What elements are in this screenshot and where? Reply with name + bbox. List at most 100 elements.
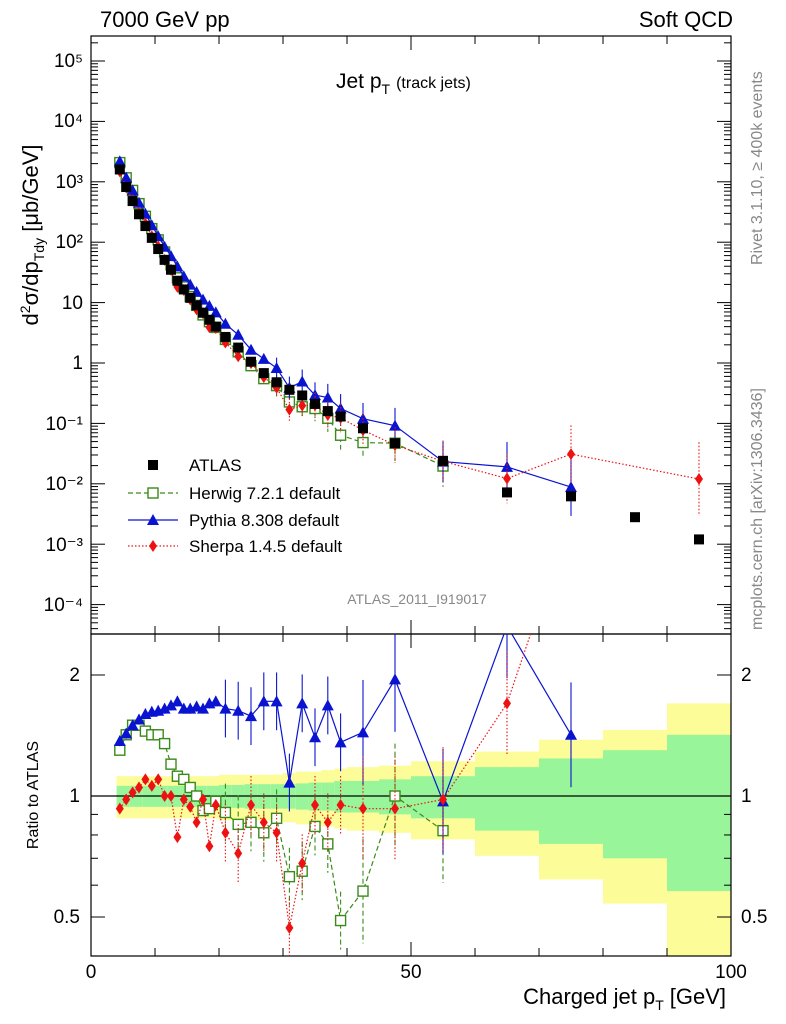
sherpa-ratio-point <box>503 697 511 710</box>
pythia-main-point <box>389 419 401 431</box>
ratio-tick-1-left: 1 <box>69 786 80 807</box>
sherpa-ratio-point <box>298 857 307 870</box>
atlas-point <box>390 438 400 449</box>
pythia-main-point <box>113 155 126 167</box>
ratio-tick-0.5-left: 0.5 <box>54 907 80 928</box>
herwig-ratio-point <box>158 737 171 750</box>
atlas-point <box>246 356 256 367</box>
y-tick-1e-1: 10⁻¹ <box>46 414 84 435</box>
atlas-point <box>258 368 269 379</box>
sherpa-ratio-point <box>391 802 399 815</box>
pythia-ratio-point <box>113 735 126 747</box>
y-tick-10: 10 <box>62 293 83 314</box>
rivet-label: Rivet 3.1.10, ≥ 400k events <box>749 71 766 265</box>
pythia-ratio-point <box>389 673 401 685</box>
sherpa-ratio-point <box>205 840 214 853</box>
pythia-ratio-point <box>158 702 171 714</box>
atlas-point <box>438 455 448 466</box>
pythia-ratio-point <box>565 728 577 740</box>
herwig-ratio-point <box>184 781 196 794</box>
uncertainty-bands <box>116 703 731 956</box>
title-main: Jet p <box>336 70 382 93</box>
sherpa-ratio-point <box>211 798 220 811</box>
sherpa-ratio-point <box>695 388 703 400</box>
x-label-suffix: [GeV] <box>670 984 726 1009</box>
x-tick-100: 100 <box>715 962 747 983</box>
herwig-main-point <box>334 429 347 441</box>
herwig-ratio-point <box>334 914 347 927</box>
sherpa-ratio-point <box>199 793 207 806</box>
pythia-ratio-point <box>334 736 347 748</box>
ratio-tick-2-left: 2 <box>69 665 80 686</box>
pythia-ratio-point <box>126 719 139 731</box>
sherpa-ratio-point <box>167 790 175 802</box>
atlas-point <box>198 307 208 318</box>
header-process: Soft QCD <box>639 7 733 32</box>
atlas-point <box>322 406 333 417</box>
pythia-ratio-point <box>296 697 309 709</box>
pythia-ratio-point <box>232 704 245 716</box>
herwig-ratio-point <box>283 870 296 883</box>
atlas-point <box>310 398 320 409</box>
pythia-main-point <box>120 171 133 183</box>
mcplots-label: mcplots.cern.ch [arXiv:1306.3436] <box>749 388 766 630</box>
y-axis-label: d2σ/dpTdy [μb/GeV] <box>17 145 47 326</box>
main-y-tick-labels: 10⁻⁴ 10⁻³ 10⁻² 10⁻¹ 1 10 10² 10³ 10⁴ 10⁵ <box>44 51 83 616</box>
title-suffix: (track jets) <box>396 75 471 92</box>
atlas-point <box>191 300 202 311</box>
y-tick-1e-3: 10⁻³ <box>46 535 84 556</box>
y-tick-1e-4: 10⁻⁴ <box>44 595 83 616</box>
plot-title: Jet pT (track jets) <box>336 70 471 97</box>
atlas-point <box>166 264 176 275</box>
legend-atlas-marker <box>148 460 158 470</box>
sherpa-main-point <box>234 350 243 363</box>
legend-herwig-marker <box>128 487 178 499</box>
sherpa-ratio-point <box>128 786 137 799</box>
herwig-ratio-point <box>152 729 164 741</box>
pythia-main-point <box>245 343 257 355</box>
pythia-main-point <box>309 389 321 401</box>
herwig-ratio-point <box>219 806 232 819</box>
pythia-ratio-point <box>357 726 369 738</box>
atlas-point <box>146 232 157 243</box>
atlas-point <box>630 512 640 523</box>
y-tick-1: 1 <box>72 353 83 374</box>
atlas-point <box>185 292 196 303</box>
pythia-ratio-point <box>321 699 334 711</box>
sherpa-ratio-point <box>359 802 367 815</box>
atlas-point <box>114 164 125 175</box>
band-inner <box>667 734 731 892</box>
pythia-main-point <box>209 306 222 318</box>
ratio-y-tick-labels: 0.5 1 2 0.5 1 2 <box>54 665 768 928</box>
sherpa-main-point <box>503 472 511 485</box>
pythia-ratio-point <box>245 710 257 722</box>
pythia-ratio-point <box>171 695 184 707</box>
sherpa-ratio-point <box>192 816 201 829</box>
atlas-point <box>159 254 170 265</box>
atlas-point <box>271 377 282 388</box>
pythia-ratio-point <box>120 727 133 739</box>
sherpa-main-point <box>298 399 307 412</box>
herwig-ratio-point <box>114 744 126 756</box>
sherpa-ratio-point <box>186 800 195 813</box>
ratio-tick-1-right: 1 <box>741 786 752 807</box>
title-sub: T <box>382 81 391 97</box>
atlas-point <box>335 411 346 422</box>
pythia-ratio-point <box>209 695 222 707</box>
pythia-main-point <box>126 184 139 196</box>
axis-ticks <box>90 36 732 957</box>
sherpa-ratio-point <box>336 798 345 811</box>
legend: ATLAS Herwig 7.2.1 default Pythia 8.308 … <box>128 456 342 556</box>
sherpa-ratio-point <box>135 781 143 794</box>
sherpa-ratio-point <box>173 831 182 844</box>
atlas-point <box>233 342 244 353</box>
x-tick-50: 50 <box>400 962 421 983</box>
atlas-point <box>284 384 295 395</box>
x-label-main: Charged jet p <box>523 984 655 1009</box>
legend-pythia-marker <box>128 514 178 525</box>
atlas-point <box>153 244 164 255</box>
pythia-ratio-point <box>133 713 145 725</box>
pythia-ratio-point <box>501 620 513 631</box>
atlas-point <box>127 196 138 207</box>
